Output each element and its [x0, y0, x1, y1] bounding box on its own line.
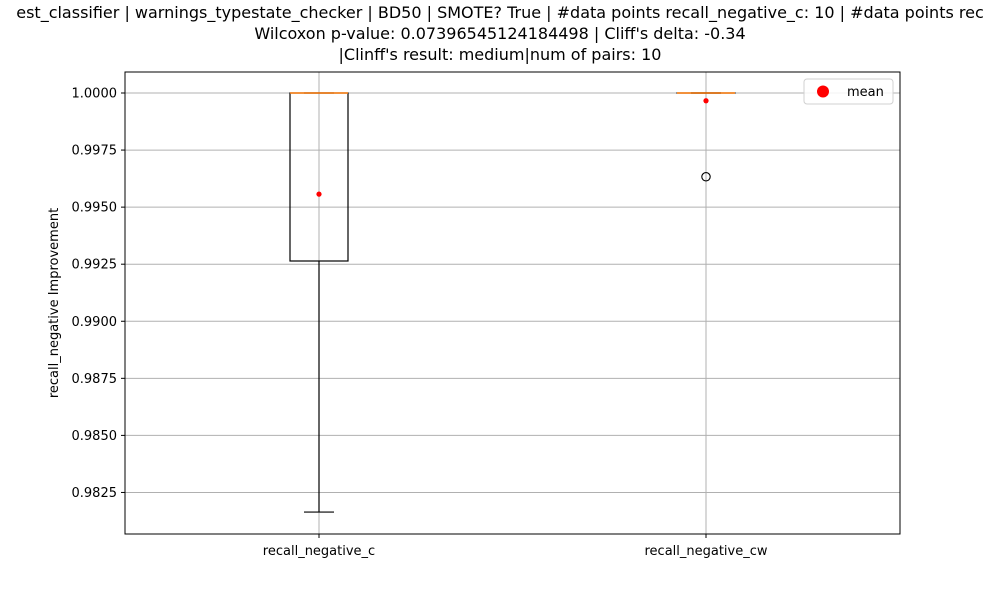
mean-point	[703, 98, 709, 104]
title-line-3: |Clinff's result: medium|num of pairs: 1…	[338, 45, 662, 64]
y-tick-label: 0.9850	[72, 429, 118, 444]
box-recall_negative_cw	[676, 92, 736, 182]
y-tick-label: 0.9975	[72, 144, 118, 159]
y-tick-label: 0.9950	[72, 201, 118, 216]
y-tick-label: 0.9825	[72, 486, 118, 501]
legend: mean	[803, 78, 894, 105]
title-line-2: Wilcoxon p-value: 0.07396545124184498 | …	[254, 24, 746, 43]
mean-point	[316, 191, 322, 197]
legend-mean-marker	[817, 85, 829, 98]
y-tick-label: 0.9875	[72, 372, 118, 387]
boxes	[289, 92, 736, 513]
plot-frame	[124, 71, 901, 535]
box-recall_negative_c	[289, 92, 349, 513]
y-tick-label: 0.9925	[72, 258, 118, 273]
grid-lines	[125, 72, 900, 534]
y-axis-ticks: 0.9825 0.9850 0.9875 0.9900 0.9925 0.9950 0.99…	[72, 87, 125, 501]
x-tick-label: recall_negative_cw	[644, 544, 767, 559]
y-tick-label: 1.0000	[72, 87, 118, 102]
outlier-point	[701, 172, 711, 182]
legend-box	[803, 78, 894, 105]
y-tick-label: 0.9900	[72, 315, 118, 330]
y-axis-label: recall_negative Improvement	[47, 208, 62, 398]
x-tick-label: recall_negative_c	[263, 544, 375, 559]
x-axis-ticks: recall_negative_c recall_negative_cw	[263, 534, 768, 559]
title-line-1: est_classifier | warnings_typestate_chec…	[16, 3, 984, 22]
chart-title: est_classifier | warnings_typestate_chec…	[0, 2, 1000, 65]
legend-mean-label: mean	[847, 85, 884, 100]
